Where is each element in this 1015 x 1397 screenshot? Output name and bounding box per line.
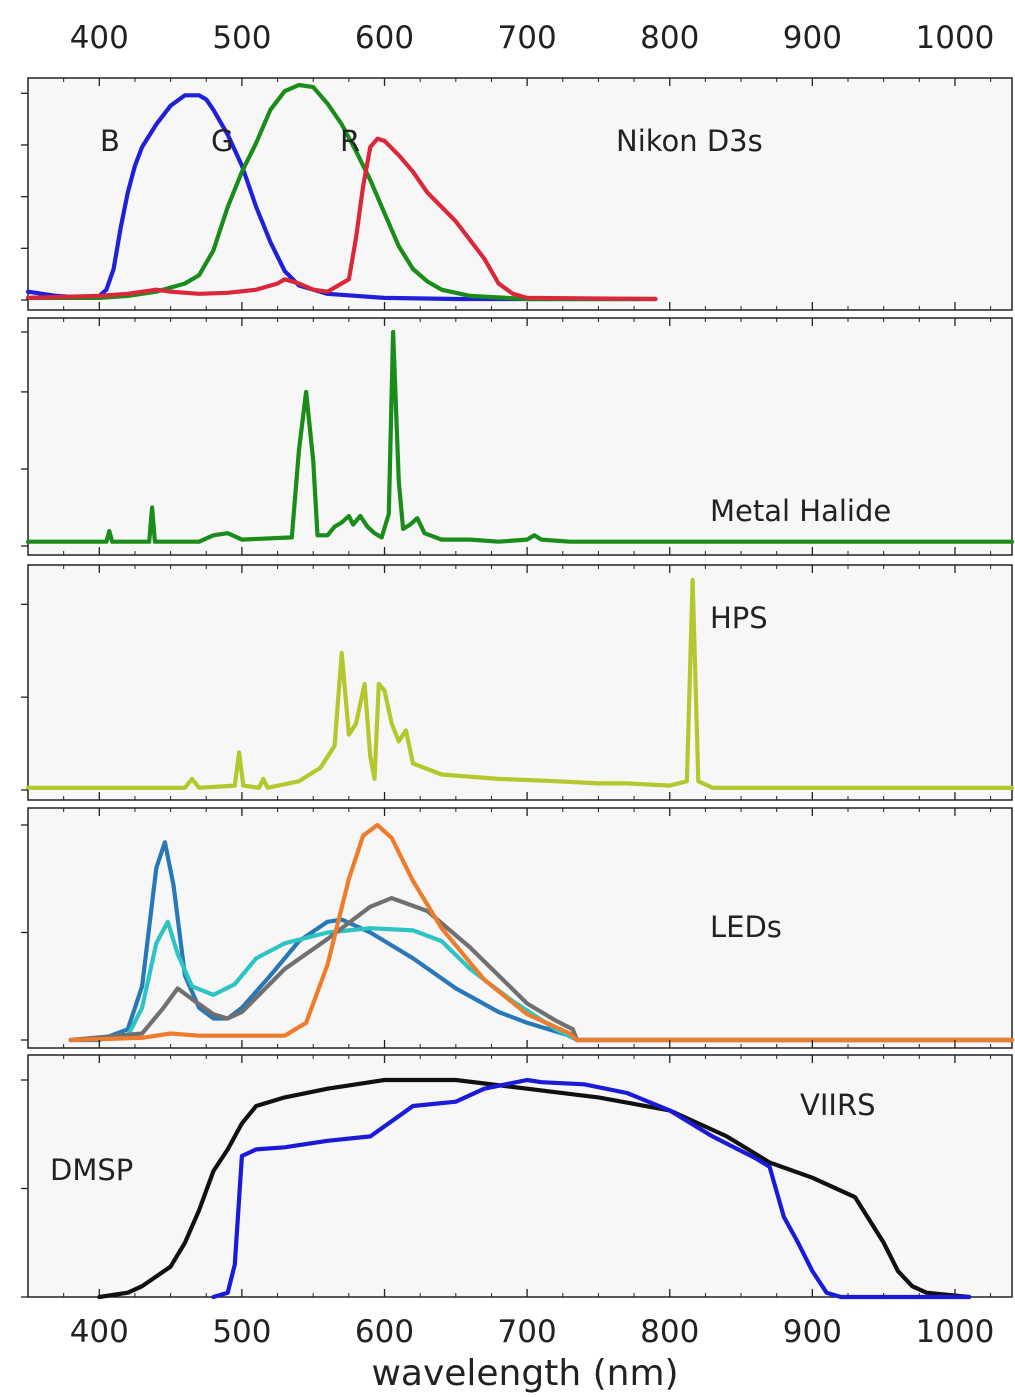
bottom-tick-label-600: 600 <box>355 1314 414 1350</box>
annotation-b: B <box>100 124 120 158</box>
top-tick-label-600: 600 <box>355 20 414 56</box>
top-tick-label-800: 800 <box>640 20 699 56</box>
x-axis-label: wavelength (nm) <box>371 1353 678 1394</box>
bottom-tick-label-800: 800 <box>640 1314 699 1350</box>
annotation-viirs: VIIRS <box>800 1088 876 1122</box>
top-tick-label-900: 900 <box>783 20 842 56</box>
panel-hps: HPS <box>21 564 1015 801</box>
panel-frame-metal_halide <box>27 317 1013 556</box>
series-line-satellites-viirs <box>211 1077 972 1300</box>
panel-frame-satellites <box>27 1054 1013 1298</box>
series-line-leds-0 <box>68 840 1015 1043</box>
series-line-nikon-r <box>25 136 658 302</box>
bottom-tick-labels: 400 500 600 700 800 900 1000 <box>70 1314 995 1350</box>
series-line-satellites-dmsp <box>97 1077 972 1300</box>
bottom-tick-label-500: 500 <box>212 1314 271 1350</box>
panel-label-nikon: Nikon D3s <box>616 124 763 158</box>
top-tick-labels: 400 500 600 700 800 900 1000 <box>70 20 995 56</box>
panel-label-leds: LEDs <box>710 910 782 944</box>
top-tick-label-1000: 1000 <box>916 20 995 56</box>
panel-frame-nikon <box>27 77 1013 311</box>
annotation-dmsp: DMSP <box>50 1153 133 1187</box>
annotation-r: R <box>340 124 360 158</box>
panel-frame-leds <box>27 807 1013 1049</box>
panel-nikon: B G R Nikon D3s <box>21 77 1013 311</box>
series-line-hps-0 <box>25 577 1015 790</box>
series-line-metal_halide-0 <box>25 329 1015 544</box>
bottom-tick-label-400: 400 <box>70 1314 129 1350</box>
panel-leds: LEDs <box>21 807 1015 1049</box>
top-tick-label-400: 400 <box>70 20 129 56</box>
panel-label-metal-halide: Metal Halide <box>710 494 891 528</box>
panel-metal-halide: Metal Halide <box>21 317 1015 556</box>
top-tick-label-500: 500 <box>212 20 271 56</box>
bottom-tick-label-700: 700 <box>498 1314 557 1350</box>
series-line-leds-3 <box>68 822 1015 1043</box>
series-line-leds-2 <box>68 896 1015 1043</box>
panel-satellites: DMSP VIIRS <box>21 1054 1013 1300</box>
bottom-tick-label-1000: 1000 <box>916 1314 995 1350</box>
series-line-nikon-g <box>25 82 658 302</box>
bottom-tick-label-900: 900 <box>783 1314 842 1350</box>
panel-label-hps: HPS <box>710 601 768 635</box>
panel-frame-hps <box>27 564 1013 801</box>
annotation-g: G <box>211 124 233 158</box>
top-tick-label-700: 700 <box>498 20 557 56</box>
